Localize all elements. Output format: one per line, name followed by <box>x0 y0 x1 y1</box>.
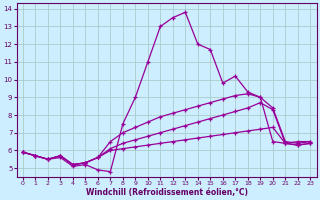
X-axis label: Windchill (Refroidissement éolien,°C): Windchill (Refroidissement éolien,°C) <box>85 188 248 197</box>
